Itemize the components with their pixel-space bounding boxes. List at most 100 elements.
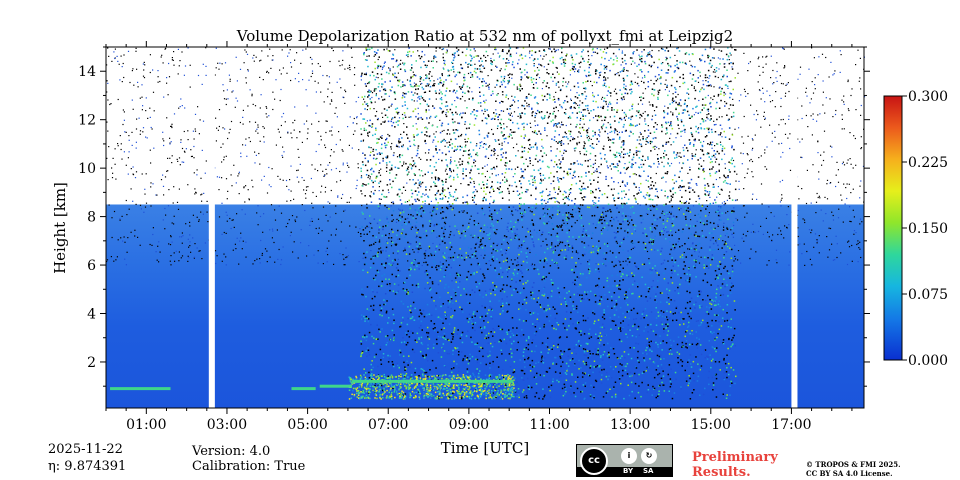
- depol-cell: [428, 220, 431, 222]
- noise-cell: [840, 54, 842, 56]
- depol-cell: [457, 135, 460, 138]
- depol-cell: [673, 152, 675, 154]
- depol-cell: [613, 200, 616, 202]
- noise-cell: [805, 114, 807, 117]
- depol-cell: [603, 79, 605, 82]
- noise-cell: [367, 134, 369, 136]
- noise-cell: [740, 152, 742, 154]
- depol-cell: [482, 198, 484, 200]
- noise-cell: [640, 114, 643, 116]
- depol-cell: [463, 391, 465, 394]
- noise-cell: [839, 50, 841, 52]
- noise-cell: [847, 80, 849, 83]
- noise-cell: [401, 113, 404, 116]
- noise-cell: [108, 146, 110, 148]
- noise-cell: [689, 60, 691, 62]
- depol-cell: [394, 293, 397, 295]
- depol-cell: [719, 86, 721, 89]
- noise-cell: [816, 239, 818, 241]
- noise-cell: [511, 77, 513, 79]
- depol-cell: [557, 267, 560, 269]
- depol-cell: [617, 316, 620, 318]
- depol-cell: [566, 370, 568, 372]
- noise-cell: [311, 202, 313, 204]
- depol-cell: [735, 375, 737, 378]
- depol-cell: [595, 353, 597, 356]
- noise-cell: [810, 115, 812, 117]
- noise-cell: [196, 247, 198, 249]
- depol-cell: [486, 226, 489, 228]
- noise-cell: [752, 176, 754, 178]
- depol-cell: [624, 316, 627, 318]
- noise-cell: [135, 50, 137, 52]
- noise-cell: [657, 166, 659, 168]
- noise-cell: [337, 196, 339, 198]
- noise-cell: [706, 205, 708, 207]
- depol-cell: [627, 198, 630, 201]
- noise-cell: [455, 92, 457, 94]
- depol-cell: [531, 366, 534, 368]
- noise-cell: [627, 166, 629, 168]
- noise-cell: [585, 74, 587, 77]
- depol-cell: [505, 236, 508, 238]
- noise-cell: [202, 63, 204, 65]
- noise-cell: [167, 157, 169, 159]
- depol-cell: [454, 191, 456, 193]
- depol-cell: [398, 141, 400, 144]
- depol-cell: [653, 131, 656, 133]
- depol-cell: [537, 361, 540, 364]
- noise-cell: [526, 105, 528, 107]
- noise-cell: [222, 143, 224, 145]
- noise-cell: [609, 250, 611, 252]
- noise-cell: [371, 92, 374, 94]
- noise-cell: [142, 75, 145, 77]
- noise-cell: [410, 227, 412, 229]
- depol-cell: [381, 137, 383, 139]
- noise-cell: [667, 158, 669, 160]
- noise-cell: [818, 195, 820, 197]
- depol-cell: [367, 96, 369, 98]
- depol-cell: [725, 176, 727, 179]
- depol-cell: [626, 92, 629, 95]
- depol-cell: [389, 169, 391, 171]
- noise-cell: [160, 179, 163, 181]
- depol-cell: [546, 308, 548, 311]
- noise-cell: [107, 130, 109, 132]
- depol-cell: [470, 169, 472, 172]
- noise-cell: [278, 248, 280, 251]
- noise-cell: [678, 162, 681, 164]
- noise-cell: [784, 225, 786, 227]
- noise-cell: [369, 178, 371, 180]
- depol-cell: [670, 195, 673, 197]
- noise-cell: [859, 248, 861, 250]
- depol-cell: [530, 223, 532, 225]
- noise-cell: [240, 237, 242, 239]
- noise-cell: [545, 154, 547, 156]
- depol-cell: [369, 154, 371, 157]
- depol-cell: [416, 341, 418, 343]
- noise-cell: [136, 68, 138, 70]
- depol-cell: [532, 377, 535, 379]
- depol-cell: [730, 116, 733, 118]
- depol-cell: [461, 308, 463, 311]
- noise-cell: [574, 71, 576, 73]
- depol-cell: [404, 70, 407, 73]
- depol-cell: [558, 188, 560, 190]
- noise-cell: [324, 191, 326, 193]
- depol-cell: [420, 336, 423, 339]
- noise-cell: [379, 174, 382, 176]
- depol-cell: [679, 76, 681, 79]
- depol-cell: [498, 341, 500, 343]
- noise-cell: [227, 98, 229, 100]
- noise-cell: [299, 131, 301, 133]
- noise-cell: [829, 182, 831, 184]
- noise-cell: [822, 220, 824, 222]
- noise-cell: [198, 250, 200, 252]
- noise-cell: [198, 219, 200, 221]
- depol-cell: [543, 95, 546, 98]
- depol-cell: [665, 327, 667, 329]
- depol-cell: [676, 343, 679, 346]
- depol-cell: [436, 208, 438, 210]
- depol-cell: [618, 378, 621, 380]
- depol-cell: [468, 395, 471, 398]
